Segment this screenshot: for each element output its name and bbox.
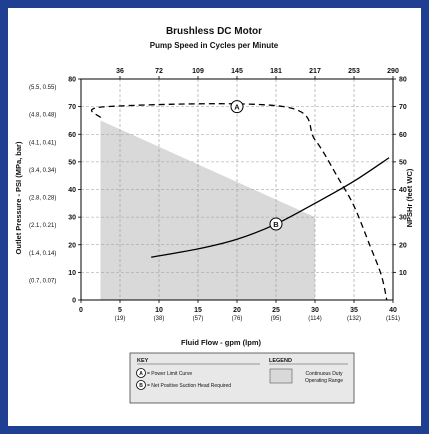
y-tick-sublabel-left-7: (4.8, 0.48) xyxy=(29,113,56,119)
key-marker-a xyxy=(136,368,146,378)
y-tick-label-left-0: 0 xyxy=(72,298,76,305)
y-tick-sublabel-left-3: (2.1, 0.21) xyxy=(29,223,56,229)
x-tick-sublabel-3: (57) xyxy=(193,316,204,322)
x-tick-label-4: 20 xyxy=(233,307,241,314)
chart: Brushless DC Motor Pump Speed in Cycles … xyxy=(14,26,414,404)
y-tick-label-left-7: 70 xyxy=(68,104,76,111)
y-tick-label-left-8: 80 xyxy=(68,77,76,84)
y-tick-label-left-3: 30 xyxy=(68,215,76,222)
chart-panel: Brushless DC Motor Pump Speed in Cycles … xyxy=(8,8,421,426)
x-tick-label-0: 0 xyxy=(79,307,83,314)
y-tick-label-right-1: 20 xyxy=(399,242,407,249)
key-item-a-text: = Power Limit Curve xyxy=(147,371,192,377)
top-tick-label-1: 72 xyxy=(155,68,163,75)
top-tick-label-6: 253 xyxy=(348,68,360,75)
x-tick-label-7: 35 xyxy=(350,307,358,314)
y-tick-label-right-4: 50 xyxy=(399,159,407,166)
y-tick-label-right-6: 70 xyxy=(399,104,407,111)
y-tick-label-right-7: 80 xyxy=(399,77,407,84)
legend-text-line2: Operating Range xyxy=(305,378,343,384)
top-tick-label-3: 145 xyxy=(231,68,243,75)
top-tick-label-4: 181 xyxy=(270,68,282,75)
y-tick-label-right-3: 40 xyxy=(399,187,407,194)
ticks: 0 5 (19) 10 (38) 15 (57) 20 (76) 25 (95) 30 (114) 35 (… xyxy=(29,68,407,322)
series-b-marker xyxy=(269,217,283,231)
x-tick-sublabel-6: (114) xyxy=(308,316,322,322)
top-tick-label-0: 36 xyxy=(116,68,124,75)
key-box: KEY LEGEND A = Power Limit Curve B = Net… xyxy=(129,352,355,404)
legend-text-line1: Continuous Duty xyxy=(306,371,343,377)
y-tick-label-left-4: 40 xyxy=(68,187,76,194)
y-tick-label-right-5: 60 xyxy=(399,132,407,139)
top-tick-label-5: 217 xyxy=(309,68,321,75)
y-tick-label-left-2: 20 xyxy=(68,242,76,249)
y-axis-label-right: NPSHr (feet WC) xyxy=(405,168,414,227)
series-layer: AB xyxy=(90,100,390,301)
y-tick-sublabel-left-2: (1.4, 0.14) xyxy=(29,251,56,257)
y-tick-sublabel-left-1: (0.7, 0.07) xyxy=(29,278,56,284)
series-a-marker xyxy=(230,100,244,114)
x-tick-label-8: 40 xyxy=(389,307,397,314)
x-tick-label-5: 25 xyxy=(272,307,280,314)
x-tick-sublabel-2: (38) xyxy=(154,316,165,322)
shaded-region-layer xyxy=(100,120,315,300)
key-marker-b xyxy=(136,380,146,390)
y-tick-sublabel-left-5: (3.4, 0.34) xyxy=(29,168,56,174)
key-box-frame xyxy=(129,352,355,404)
chart-subtitle: Pump Speed in Cycles per Minute xyxy=(150,41,279,50)
top-tick-label-2: 109 xyxy=(192,68,204,75)
key-item-b-text: = Net Positive Suction Head Required xyxy=(147,383,231,389)
x-tick-sublabel-1: (19) xyxy=(115,316,126,322)
series-b-marker-letter: B xyxy=(273,220,279,229)
x-tick-sublabel-7: (132) xyxy=(347,316,361,322)
x-tick-label-2: 10 xyxy=(155,307,163,314)
y-tick-sublabel-left-4: (2.8, 0.28) xyxy=(29,196,56,202)
continuous-duty-region xyxy=(100,120,315,300)
series-a-line xyxy=(90,103,388,301)
y-tick-label-right-2: 30 xyxy=(399,215,407,222)
y-tick-label-left-6: 60 xyxy=(68,132,76,139)
top-tick-label-7: 290 xyxy=(387,68,399,75)
legend-heading: LEGEND xyxy=(269,358,292,364)
x-tick-sublabel-5: (95) xyxy=(271,316,282,322)
y-tick-label-left-5: 50 xyxy=(68,159,76,166)
key-heading: KEY xyxy=(137,358,149,364)
legend-swatch xyxy=(269,368,293,384)
y-tick-sublabel-left-6: (4.1, 0.41) xyxy=(29,140,56,146)
chart-title: Brushless DC Motor xyxy=(166,26,262,37)
y-axis-label-left: Outlet Pressure - PSI (MPa, bar) xyxy=(14,141,23,254)
y-tick-label-left-1: 10 xyxy=(68,270,76,277)
y-tick-sublabel-left-8: (5.5, 0.55) xyxy=(29,85,56,91)
series-a-marker-letter: A xyxy=(234,102,240,111)
key-marker-b-letter: B xyxy=(139,383,143,389)
x-tick-label-6: 30 xyxy=(311,307,319,314)
y-tick-label-right-0: 10 xyxy=(399,270,407,277)
x-axis-label: Fluid Flow - gpm (lpm) xyxy=(181,338,261,347)
x-tick-label-3: 15 xyxy=(194,307,202,314)
key-marker-a-letter: A xyxy=(139,371,143,377)
x-tick-sublabel-4: (76) xyxy=(232,316,243,322)
x-tick-label-1: 5 xyxy=(118,307,122,314)
x-tick-sublabel-8: (151) xyxy=(386,316,400,322)
